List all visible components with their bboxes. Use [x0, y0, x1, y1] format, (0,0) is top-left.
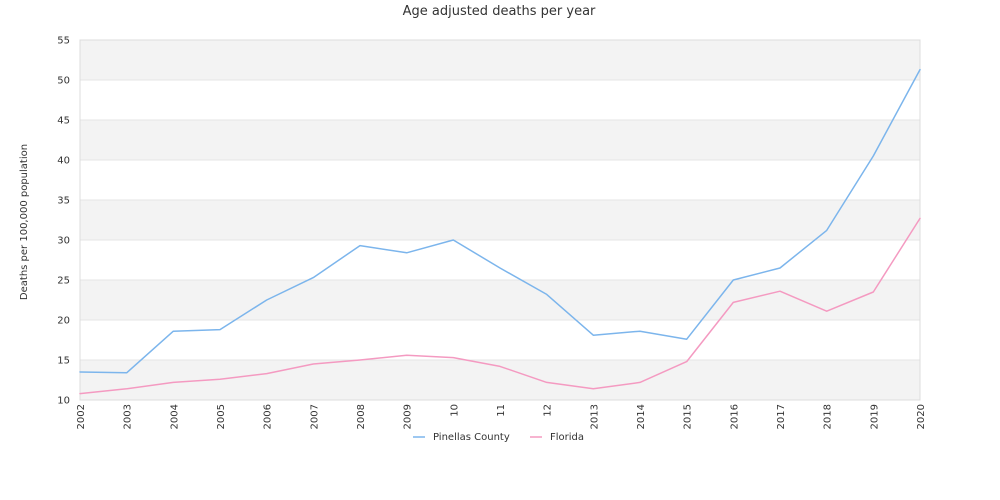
- y-tick-label: 50: [57, 76, 70, 87]
- x-tick-label: 10: [449, 404, 460, 417]
- x-tick-label: 2004: [169, 404, 180, 429]
- legend-label: Pinellas County: [433, 432, 510, 443]
- x-tick-label: 2015: [683, 404, 694, 429]
- y-tick-label: 15: [57, 356, 70, 367]
- x-axis-ticks: 2002 2003 2004 2005 2006 2007 2008 2009 10 11 12 20…: [76, 404, 927, 429]
- x-tick-label: 2003: [123, 404, 134, 429]
- x-tick-label: 2002: [76, 404, 87, 429]
- x-tick-label: 2017: [776, 404, 787, 429]
- x-tick-label: 2016: [729, 404, 740, 429]
- legend-item-1[interactable]: Florida: [530, 432, 584, 443]
- y-tick-label: 40: [57, 156, 70, 167]
- legend-item-0[interactable]: Pinellas County: [413, 432, 510, 443]
- x-tick-label: 11: [496, 404, 507, 417]
- legend[interactable]: Pinellas County Florida: [413, 432, 584, 443]
- legend-label: Florida: [550, 432, 584, 443]
- y-tick-label: 25: [57, 276, 70, 287]
- y-tick-label: 55: [57, 36, 70, 47]
- series-line-0[interactable]: [79, 68, 921, 374]
- plot-band: [80, 280, 920, 320]
- y-axis-ticks: 10 15 20 25 30 35 40 45 50 55: [57, 36, 70, 407]
- x-tick-label: 2013: [589, 404, 600, 429]
- plot-band: [80, 40, 920, 80]
- x-tick-label: 2014: [636, 404, 647, 429]
- x-tick-label: 12: [543, 404, 554, 417]
- chart-title: Age adjusted deaths per year: [403, 4, 596, 19]
- x-tick-label: 2009: [403, 404, 414, 429]
- x-tick-label: 2018: [823, 404, 834, 429]
- y-tick-label: 30: [57, 236, 70, 247]
- plot-band: [80, 200, 920, 240]
- x-tick-label: 2020: [916, 404, 927, 429]
- plot-band: [80, 120, 920, 160]
- series-line-1[interactable]: [79, 217, 921, 395]
- y-tick-label: 35: [57, 196, 70, 207]
- y-tick-label: 45: [57, 116, 70, 127]
- x-tick-label: 2007: [309, 404, 320, 429]
- x-tick-label: 2008: [356, 404, 367, 429]
- x-tick-label: 2019: [869, 404, 880, 429]
- series-lines: [79, 68, 921, 395]
- y-axis-title: Deaths per 100,000 population: [19, 144, 30, 300]
- plot-bands: [80, 40, 920, 400]
- y-tick-label: 10: [57, 396, 70, 407]
- x-tick-label: 2006: [263, 404, 274, 429]
- y-tick-label: 20: [57, 316, 70, 327]
- x-tick-label: 2005: [216, 404, 227, 429]
- plot-border: [79, 39, 921, 401]
